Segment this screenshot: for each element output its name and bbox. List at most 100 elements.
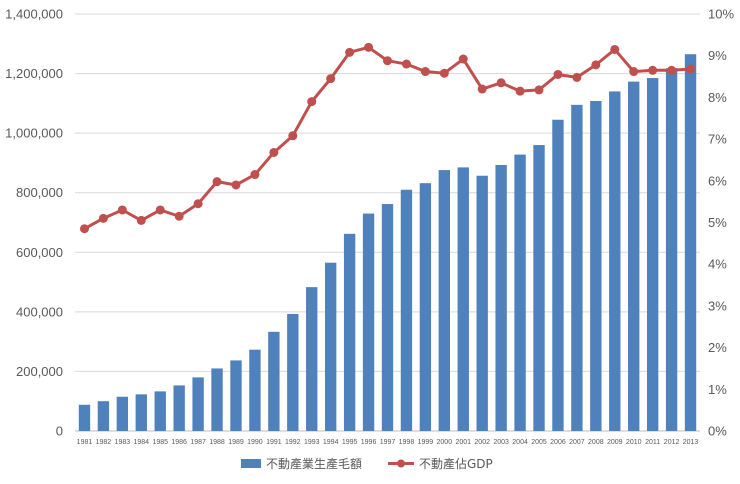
line-point <box>212 177 222 187</box>
bar <box>457 167 469 431</box>
line-point <box>591 60 601 70</box>
bar-series <box>78 54 697 432</box>
x-tick-label: 2001 <box>455 439 471 446</box>
bar <box>211 368 223 431</box>
line-point <box>250 170 260 180</box>
line-point <box>458 54 468 64</box>
line-point <box>364 42 374 52</box>
line-point <box>420 67 430 77</box>
line-point <box>553 69 563 79</box>
bar <box>97 401 110 431</box>
legend: 不動產業生產毛額 不動產佔GDP <box>241 456 493 471</box>
legend-bar-label: 不動產業生產毛額 <box>266 456 362 471</box>
line-point <box>231 180 241 190</box>
line-point <box>193 199 203 209</box>
bar <box>419 183 432 431</box>
right-axis-ticks: 0% 1% 2% 3% 4% 5% 6% 7% 8% 9% 10% <box>708 7 734 439</box>
line-point <box>610 44 620 54</box>
legend-bar-swatch <box>241 459 261 468</box>
left-tick-label: 400,000 <box>16 304 63 319</box>
bar <box>552 119 564 431</box>
right-tick-label: 0% <box>708 424 727 439</box>
legend-line-marker <box>397 459 405 468</box>
line-point <box>496 78 506 88</box>
bar <box>628 81 640 431</box>
x-tick-label: 1996 <box>361 439 377 446</box>
line-point <box>288 131 298 141</box>
line-point <box>534 85 544 95</box>
bar <box>306 287 318 431</box>
bar <box>684 54 697 431</box>
left-tick-label: 600,000 <box>16 245 63 260</box>
x-tick-label: 2011 <box>645 439 660 446</box>
legend-line-label: 不動產佔GDP <box>419 456 493 471</box>
x-tick-label: 2006 <box>550 439 566 446</box>
bar <box>571 104 583 431</box>
x-tick-label: 2005 <box>531 439 547 446</box>
line-point <box>98 213 108 223</box>
line-point <box>383 56 392 66</box>
bar <box>343 233 356 431</box>
left-tick-label: 1,400,000 <box>5 7 63 22</box>
bar <box>249 349 261 431</box>
bar <box>116 396 129 431</box>
bar <box>78 404 91 431</box>
bar <box>192 377 204 431</box>
left-tick-label: 200,000 <box>16 364 63 379</box>
bar <box>154 391 166 431</box>
bar <box>665 68 678 432</box>
line-point <box>515 86 525 96</box>
line-point <box>136 215 146 225</box>
line-point <box>79 224 89 234</box>
x-tick-label: 2009 <box>607 439 623 446</box>
left-tick-label: 0 <box>56 424 63 439</box>
x-tick-label: 2002 <box>474 439 490 446</box>
left-tick-label: 1,200,000 <box>5 66 63 81</box>
bar <box>533 145 545 432</box>
right-tick-label: 6% <box>708 173 727 188</box>
line-point <box>174 211 184 221</box>
left-tick-label: 1,000,000 <box>5 126 63 141</box>
bar <box>381 204 394 431</box>
bar <box>287 313 299 431</box>
bar <box>609 91 621 431</box>
x-tick-label: 1997 <box>380 439 396 446</box>
line-series <box>79 42 696 234</box>
x-tick-label: 1992 <box>285 439 301 446</box>
right-tick-label: 5% <box>708 215 727 230</box>
line-point <box>686 64 696 74</box>
line-point <box>572 72 582 82</box>
left-tick-label: 800,000 <box>16 185 63 200</box>
bar <box>495 165 507 432</box>
x-tick-label: 2008 <box>588 439 604 446</box>
right-tick-label: 7% <box>708 132 727 147</box>
x-tick-label: 1984 <box>133 439 149 446</box>
x-tick-label: 1993 <box>304 439 320 446</box>
bar <box>646 78 659 432</box>
bar <box>173 385 185 431</box>
bar <box>362 213 375 431</box>
x-tick-label: 1989 <box>228 439 244 446</box>
right-tick-label: 3% <box>708 298 727 313</box>
x-tick-label: 2007 <box>569 439 585 446</box>
x-tick-label: 1998 <box>399 439 415 446</box>
line-point <box>345 47 355 57</box>
x-tick-label: 2013 <box>683 439 699 446</box>
line-point <box>477 84 487 94</box>
x-tick-label: 2004 <box>512 439 528 446</box>
bar <box>476 175 488 431</box>
x-tick-label: 1985 <box>152 439 168 446</box>
x-tick-label: 2000 <box>437 439 453 446</box>
right-tick-label: 8% <box>708 90 727 105</box>
x-tick-label: 1990 <box>247 439 263 446</box>
x-tick-label: 1986 <box>171 439 187 446</box>
x-tick-label: 2010 <box>626 439 642 446</box>
x-tick-label: 1994 <box>323 439 339 446</box>
x-tick-label: 1988 <box>209 439 225 446</box>
x-tick-label: 1987 <box>190 439 206 446</box>
bar <box>438 170 450 431</box>
line-point <box>629 67 639 77</box>
line-point <box>667 65 677 75</box>
x-tick-label: 1981 <box>77 439 93 446</box>
